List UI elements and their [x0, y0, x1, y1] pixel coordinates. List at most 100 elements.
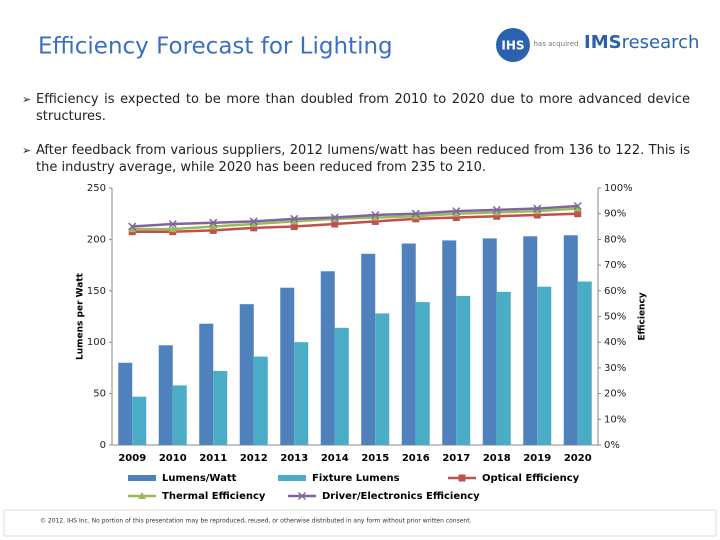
bar [253, 356, 268, 445]
bar [496, 291, 511, 445]
marker [290, 217, 299, 225]
marker [411, 212, 420, 220]
y2-tick-label: 100% [604, 183, 633, 194]
marker [250, 224, 258, 232]
logo-research: research [622, 32, 700, 53]
legend-marker [458, 474, 466, 482]
legend-label: Thermal Efficiency [162, 491, 266, 502]
marker [533, 207, 542, 215]
marker [371, 217, 379, 225]
y2-tick-label: 80% [604, 234, 626, 245]
y2-tick-label: 30% [604, 363, 626, 374]
logo-ims: IMSresearch [584, 32, 699, 53]
x-tick-label: 2010 [159, 453, 187, 464]
bar [320, 271, 335, 445]
legend-swatch [128, 475, 156, 481]
legend-label: Fixture Lumens [312, 473, 400, 484]
y2-tick-label: 40% [604, 337, 626, 348]
y-tick-label: 200 [87, 234, 106, 245]
marker [128, 225, 137, 233]
bar [442, 240, 457, 445]
x-tick-label: 2017 [442, 453, 470, 464]
logo-ims-bold: IMS [584, 32, 622, 53]
y-tick-label: 150 [87, 286, 106, 297]
bar [158, 345, 173, 445]
logo-acquired: has acquired [533, 40, 578, 48]
legend-label: Optical Efficiency [482, 473, 580, 484]
y2-tick-label: 60% [604, 286, 626, 297]
bar [482, 238, 497, 445]
legend-marker [138, 492, 146, 499]
marker [371, 213, 380, 221]
marker [331, 220, 339, 228]
marker [249, 219, 258, 227]
y2-tick-label: 0% [604, 440, 620, 451]
y2-tick-label: 70% [604, 260, 626, 271]
line [132, 204, 578, 228]
marker [371, 210, 380, 220]
bullet-arrow: ➢ [22, 93, 32, 106]
marker [411, 209, 420, 218]
bar [401, 243, 416, 445]
marker [168, 219, 177, 229]
marker [290, 214, 299, 223]
x-tick-label: 2020 [564, 453, 592, 464]
bar [375, 313, 390, 445]
bullet-text: Efficiency is expected to be more than d… [36, 92, 690, 124]
y2-axis-title: Efficiency [638, 292, 648, 340]
line [132, 207, 578, 231]
marker [452, 207, 461, 216]
line [132, 212, 578, 233]
bar [239, 304, 254, 445]
bar [334, 327, 349, 445]
marker [128, 222, 137, 231]
marker [209, 218, 218, 227]
slide-title: Efficiency Forecast for Lighting [38, 34, 393, 60]
y2-tick-label: 90% [604, 209, 626, 220]
bar [294, 342, 309, 445]
y-axis-title: Lumens per Watt [76, 272, 86, 360]
footer: © 2012. IHS Inc. No portion of this pres… [40, 518, 472, 525]
y-tick-label: 100 [87, 337, 106, 348]
bar [456, 295, 471, 445]
marker [290, 223, 298, 231]
marker [493, 212, 501, 220]
bar [537, 286, 552, 445]
x-tick-label: 2014 [321, 453, 349, 464]
y-tick-label: 50 [93, 389, 106, 400]
logo-ihs: IHS [501, 39, 524, 53]
bar [523, 236, 538, 445]
y-tick-label: 250 [87, 183, 106, 194]
bar [172, 385, 187, 445]
x-tick-label: 2012 [240, 453, 268, 464]
marker [492, 208, 501, 216]
y2-tick-label: 20% [604, 389, 626, 400]
bar [213, 370, 228, 445]
x-tick-label: 2016 [402, 453, 430, 464]
legend-swatch [278, 475, 306, 481]
bullet: ➢ Efficiency is expected to be more than … [22, 91, 690, 125]
x-tick-label: 2009 [118, 453, 146, 464]
bar [415, 302, 430, 445]
y-tick-label: 0 [100, 440, 106, 451]
marker [573, 201, 582, 211]
bar [563, 235, 578, 445]
marker [573, 204, 582, 212]
marker [533, 204, 542, 213]
x-tick-label: 2013 [280, 453, 308, 464]
marker [574, 210, 582, 218]
x-tick-label: 2019 [523, 453, 551, 464]
marker [533, 211, 541, 219]
logo-circle [496, 28, 530, 62]
marker [209, 226, 217, 234]
legend-label: Driver/Electronics Efficiency [322, 491, 480, 502]
bullet-arrow: ➢ [22, 144, 32, 157]
marker [168, 225, 177, 233]
marker [452, 209, 461, 217]
bullet-text: After feedback from various suppliers, 2… [36, 143, 690, 175]
bar [132, 396, 147, 445]
legend-label: Lumens/Watt [162, 473, 237, 484]
marker [452, 214, 460, 222]
